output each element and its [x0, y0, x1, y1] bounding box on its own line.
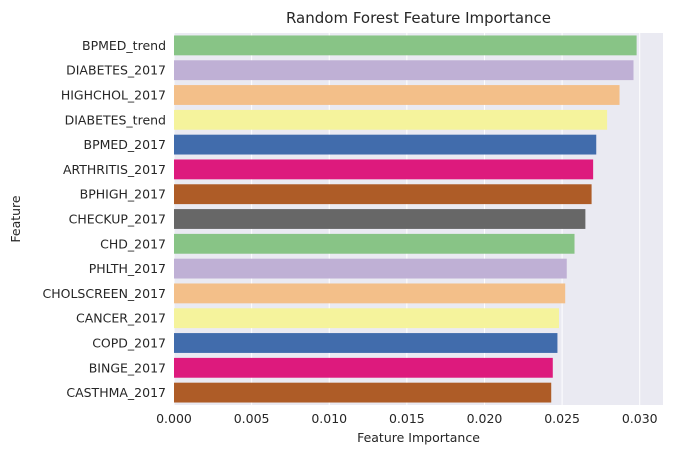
bar: [174, 382, 552, 403]
x-tick-label: 0.000: [156, 411, 192, 426]
bar: [174, 357, 553, 378]
x-tick-label: 0.005: [234, 411, 270, 426]
x-axis-label: Feature Importance: [357, 430, 480, 445]
bar: [174, 333, 558, 353]
y-tick-label: CANCER_2017: [76, 311, 166, 326]
y-axis-label: Feature: [8, 195, 23, 243]
y-tick-label: BINGE_2017: [89, 360, 166, 375]
y-tick-label: DIABETES_trend: [65, 112, 166, 127]
x-tick-labels: 0.000 0.005 0.010 0.015 0.020 0.025 0.030: [156, 411, 658, 426]
bar: [174, 184, 592, 205]
bar: [174, 308, 559, 329]
bar: [174, 233, 575, 254]
bar: [174, 283, 566, 304]
x-tick-label: 0.010: [311, 411, 347, 426]
bar: [174, 35, 637, 56]
bar: [174, 159, 594, 180]
x-tick-label: 0.020: [467, 411, 503, 426]
y-tick-label: BPMED_2017: [84, 137, 166, 152]
y-tick-label: BPHIGH_2017: [80, 187, 166, 202]
bar: [174, 60, 634, 81]
y-tick-label: HIGHCHOL_2017: [61, 88, 166, 103]
y-tick-label: DIABETES_2017: [66, 63, 166, 78]
y-tick-labels: BPMED_trend DIABETES_2017 HIGHCHOL_2017 DIA…: [43, 38, 167, 400]
y-tick-label: PHLTH_2017: [89, 261, 166, 276]
chart-title: Random Forest Feature Importance: [286, 9, 551, 27]
bar: [174, 85, 620, 105]
y-tick-label: CHECKUP_2017: [69, 212, 166, 227]
bar: [174, 134, 597, 155]
bar: [174, 209, 586, 229]
y-tick-label: CHOLSCREEN_2017: [43, 286, 167, 301]
y-tick-label: ARTHRITIS_2017: [63, 162, 166, 177]
x-tick-label: 0.030: [622, 411, 658, 426]
y-tick-label: COPD_2017: [92, 336, 166, 351]
y-tick-label: CASTHMA_2017: [66, 385, 166, 400]
bar: [174, 258, 567, 279]
x-tick-label: 0.015: [389, 411, 425, 426]
y-tick-label: CHD_2017: [100, 236, 166, 251]
bar: [174, 109, 608, 130]
bars: [174, 35, 637, 403]
x-tick-label: 0.025: [544, 411, 580, 426]
y-tick-label: BPMED_trend: [82, 38, 166, 53]
